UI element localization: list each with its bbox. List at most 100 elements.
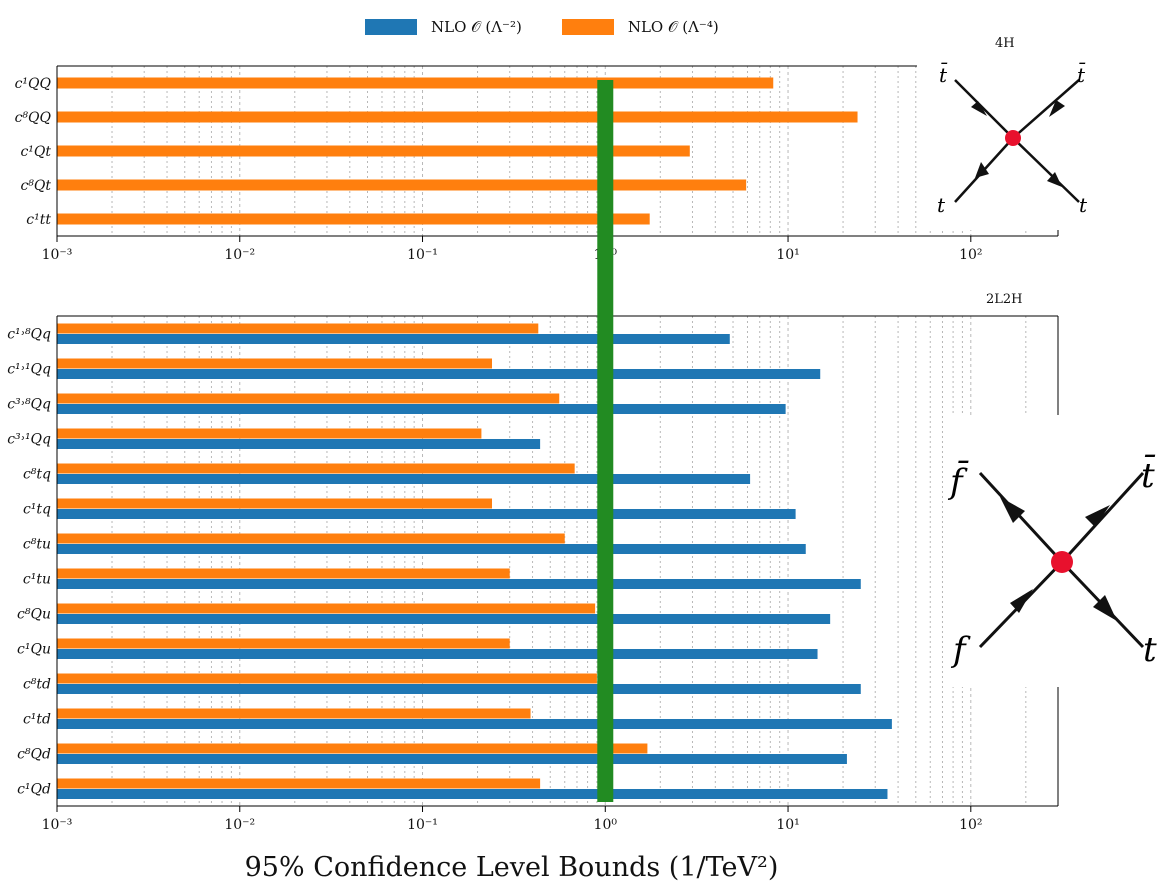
x-tick-label: 10² — [959, 247, 982, 263]
x-tick-label: 10⁻² — [224, 817, 255, 833]
diagram-bg — [945, 415, 1163, 687]
category-label: c⁸Qt — [20, 178, 51, 194]
legend-item-lo: NLO 𝒪 (Λ⁻²) — [365, 18, 522, 36]
bar-8-series-0 — [57, 603, 596, 614]
arrow-br-icon — [1093, 595, 1117, 621]
bar-5-series-1 — [57, 509, 796, 519]
arrow-bl-icon — [975, 162, 989, 178]
reference-line-layer — [597, 80, 614, 802]
x-tick-label: 10⁻³ — [42, 247, 73, 263]
category-label: c³˒⁸Qq — [7, 397, 51, 413]
panel-2l2h: c¹˒⁸Qq c¹˒¹Qq c³˒⁸Qq c³˒¹Qq c⁸tq c¹tq c⁸tu c¹tu… — [7, 315, 1059, 833]
category-label: c¹tq — [23, 502, 51, 518]
category-label: c¹Qt — [20, 144, 51, 160]
x-tick-label: 10⁻³ — [42, 817, 73, 833]
category-label: c⁸tq — [23, 467, 51, 483]
diagram-top-label-tr: t̄ — [1077, 62, 1086, 87]
bar-6-series-1 — [57, 544, 806, 554]
feynman-diagram-4h: t̄ t̄ t t — [917, 50, 1102, 230]
category-label: c¹QQ — [15, 76, 52, 92]
bar-13-series-0 — [57, 778, 541, 789]
bar-4-series-0 — [57, 463, 575, 474]
panel-4h: c¹QQc⁸QQc¹Qtc⁸Qtc¹tt10⁻³10⁻²10⁻¹10⁰10¹10… — [15, 65, 1059, 263]
bar-3-series-0 — [57, 428, 482, 439]
bar-7-series-0 — [57, 568, 510, 579]
bar-10-series-1 — [57, 684, 861, 694]
bar-2 — [57, 145, 690, 157]
x-tick-label: 10⁻¹ — [407, 247, 438, 263]
diagram-bottom-label-tr: t̄ — [1141, 454, 1156, 496]
vertex-dot-top — [1005, 130, 1021, 146]
diagram-top-label-tl: t̄ — [939, 62, 948, 87]
bar-6-series-0 — [57, 533, 565, 544]
vertex-dot-bottom — [1051, 551, 1073, 573]
category-label: c⁸Qu — [17, 607, 51, 623]
reference-line — [597, 80, 614, 802]
bar-5-series-0 — [57, 498, 493, 509]
legend-swatch-hi — [561, 19, 614, 35]
panel-tag-top: 4H — [995, 36, 1015, 51]
category-label: c¹tt — [26, 212, 51, 228]
category-label: c¹˒⁸Qq — [7, 327, 51, 343]
diagram-bottom-label-br: t — [1143, 630, 1157, 670]
bar-12-series-1 — [57, 754, 847, 764]
fermion-line-tl — [978, 471, 1064, 564]
panel-tag-bottom: 2L2H — [986, 292, 1023, 307]
category-label: c⁸QQ — [15, 110, 52, 126]
bar-2-series-0 — [57, 393, 560, 404]
bar-0 — [57, 77, 774, 89]
bar-12-series-0 — [57, 743, 648, 754]
bar-1 — [57, 111, 858, 123]
bar-7-series-1 — [57, 579, 861, 589]
bar-0-series-0 — [57, 323, 539, 334]
bar-2-series-1 — [57, 404, 786, 414]
category-label: c¹tu — [23, 572, 51, 588]
legend: NLO 𝒪 (Λ⁻²) NLO 𝒪 (Λ⁻⁴) — [365, 12, 719, 42]
bar-4 — [57, 213, 650, 225]
bar-3 — [57, 179, 747, 191]
feynman-diagram-2l2h: f̄ t̄ f t — [945, 415, 1163, 687]
fermion-line-br — [1012, 137, 1080, 203]
bar-3-series-1 — [57, 439, 541, 449]
category-label: c⁸td — [23, 677, 51, 693]
diagram-top-label-br: t — [1079, 193, 1088, 217]
category-label: c¹td — [23, 712, 51, 728]
arrow-tr-icon — [1049, 100, 1065, 117]
x-tick-label: 10⁻¹ — [407, 817, 438, 833]
x-tick-label: 10¹ — [776, 247, 799, 263]
category-label: c⁸Qd — [17, 747, 51, 763]
legend-item-hi: NLO 𝒪 (Λ⁻⁴) — [561, 18, 719, 36]
category-label: c¹Qu — [17, 642, 51, 658]
bar-9-series-1 — [57, 649, 818, 659]
category-label: c¹˒¹Qq — [7, 362, 51, 378]
bar-11-series-1 — [57, 719, 892, 729]
fermion-line-tr — [1012, 79, 1080, 139]
arrow-bl-icon — [1010, 589, 1033, 613]
x-axis-title: 95% Confidence Level Bounds (1/TeV²) — [244, 852, 779, 883]
category-label: c³˒¹Qq — [7, 432, 51, 448]
arrow-tr-icon — [1085, 505, 1110, 527]
x-tick-label: 10² — [959, 817, 982, 833]
fermion-line-tr — [1060, 471, 1145, 564]
bar-8-series-1 — [57, 614, 831, 624]
bar-1-series-0 — [57, 358, 493, 369]
bar-13-series-1 — [57, 789, 888, 799]
diagram-top-label-bl: t — [937, 193, 946, 217]
arrow-tl-icon — [1000, 497, 1025, 523]
x-tick-label: 10¹ — [776, 817, 799, 833]
bar-9-series-0 — [57, 638, 510, 649]
bar-0-series-1 — [57, 334, 730, 344]
legend-swatch-lo — [365, 19, 417, 35]
legend-label-lo: NLO 𝒪 (Λ⁻²) — [431, 18, 522, 36]
bar-10-series-0 — [57, 673, 597, 684]
bar-4-series-1 — [57, 474, 751, 484]
fermion-line-tl — [954, 79, 1014, 139]
arrow-br-icon — [1047, 172, 1062, 187]
bar-11-series-0 — [57, 708, 531, 719]
category-label: c⁸tu — [23, 537, 51, 553]
legend-label-hi: NLO 𝒪 (Λ⁻⁴) — [627, 18, 719, 36]
bar-1-series-1 — [57, 369, 821, 379]
category-label: c¹Qd — [17, 782, 51, 798]
arrow-tl-icon — [971, 101, 987, 116]
